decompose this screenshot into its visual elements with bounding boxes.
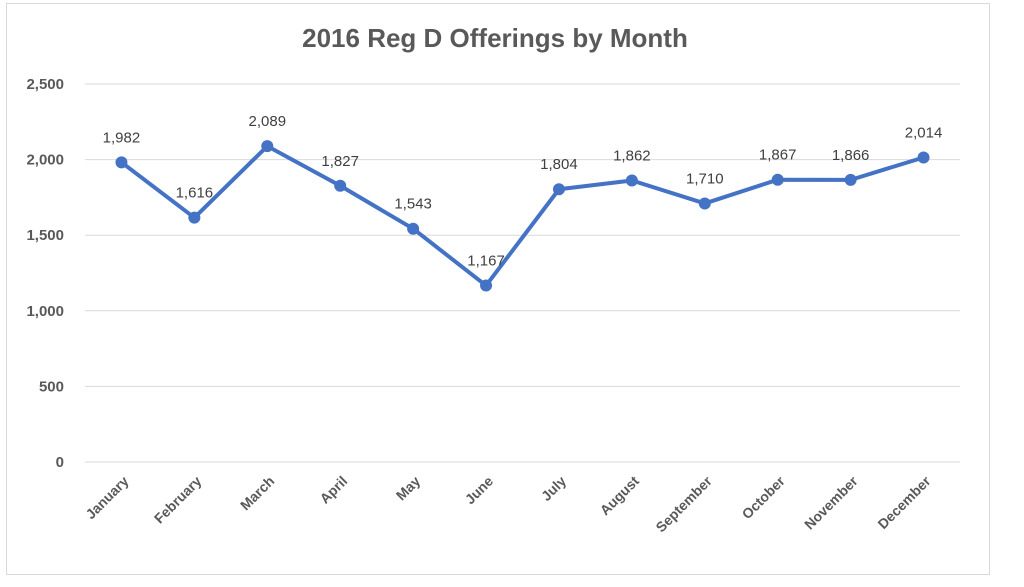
x-axis: January February March April May June July Augu… — [82, 472, 934, 535]
data-point — [625, 174, 638, 187]
y-tick-label: 500 — [39, 378, 64, 395]
data-label: 1,982 — [103, 129, 141, 146]
data-point — [552, 183, 565, 196]
x-tick-label: October — [739, 472, 789, 522]
data-point — [698, 197, 711, 210]
chart-title: 2016 Reg D Offerings by Month — [302, 23, 688, 53]
data-label: 1,866 — [832, 147, 870, 164]
chart-frame — [6, 3, 990, 575]
data-point — [407, 222, 420, 235]
y-tick-label: 2,000 — [26, 152, 64, 169]
data-label: 1,616 — [176, 185, 214, 202]
data-points — [115, 140, 930, 292]
data-label: 1,167 — [467, 253, 505, 270]
data-label: 1,804 — [540, 156, 578, 173]
x-tick-label: March — [237, 473, 277, 513]
data-point — [771, 173, 784, 186]
y-tick-label: 0 — [56, 454, 64, 471]
gridlines — [85, 83, 960, 463]
x-tick-label: August — [597, 473, 643, 519]
y-tick-label: 1,500 — [26, 227, 64, 244]
data-label: 1,867 — [759, 147, 797, 164]
data-label: 2,014 — [905, 124, 943, 141]
y-axis: 0 500 1,000 1,500 2,000 2,500 — [26, 76, 64, 471]
x-tick-label: July — [538, 473, 569, 504]
series-line — [120, 144, 925, 288]
data-label: 2,089 — [249, 113, 287, 130]
data-point — [261, 140, 274, 153]
data-point — [480, 279, 493, 292]
x-tick-label: June — [462, 473, 497, 508]
x-tick-label: May — [393, 473, 424, 504]
x-tick-label: January — [82, 473, 131, 522]
data-point — [917, 151, 930, 164]
data-labels: 1,982 1,616 2,089 1,827 1,543 1,167 1,804 1,862… — [103, 113, 943, 269]
x-tick-label: November — [801, 472, 861, 532]
data-label: 1,862 — [613, 147, 651, 164]
series-line-path — [120, 144, 925, 288]
data-label: 1,543 — [394, 196, 432, 213]
data-point — [188, 211, 201, 224]
x-tick-label: February — [151, 473, 205, 527]
data-label: 1,710 — [686, 170, 724, 187]
y-tick-label: 1,000 — [26, 303, 64, 320]
data-point — [115, 156, 128, 169]
data-point — [334, 179, 347, 192]
y-tick-label: 2,500 — [26, 76, 64, 93]
x-tick-label: September — [652, 472, 715, 535]
data-label: 1,827 — [321, 153, 359, 170]
data-point — [844, 173, 857, 186]
x-tick-label: December — [874, 472, 934, 532]
x-tick-label: April — [316, 473, 350, 507]
